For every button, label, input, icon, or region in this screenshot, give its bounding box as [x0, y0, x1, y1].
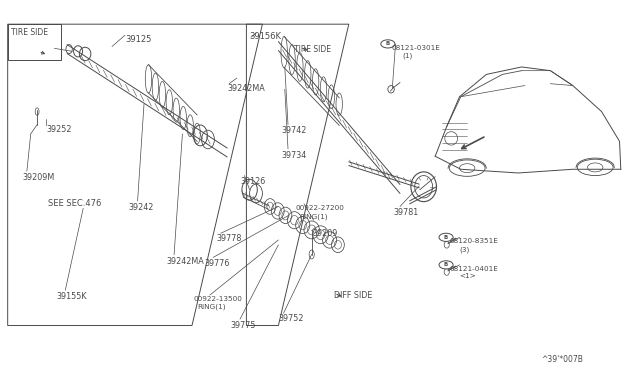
Circle shape: [381, 40, 395, 48]
Text: 39126: 39126: [240, 177, 265, 186]
Text: 39209M: 39209M: [22, 173, 54, 182]
Text: B: B: [386, 41, 390, 46]
Circle shape: [439, 233, 453, 241]
Text: 39242MA: 39242MA: [166, 257, 204, 266]
Text: <1>: <1>: [460, 273, 476, 279]
Text: 00922-13500: 00922-13500: [193, 296, 242, 302]
Text: 39209: 39209: [312, 229, 338, 238]
Text: 39742: 39742: [282, 126, 307, 135]
Text: 39242: 39242: [128, 203, 154, 212]
Text: ^39'*007B: ^39'*007B: [541, 355, 582, 364]
Text: RING(1): RING(1): [197, 304, 226, 310]
Text: RING(1): RING(1): [300, 214, 328, 220]
Text: TIRE SIDE: TIRE SIDE: [11, 28, 48, 37]
Text: 39781: 39781: [394, 208, 419, 217]
Text: 39156K: 39156K: [250, 32, 282, 41]
Text: B: B: [444, 235, 448, 240]
Text: 39242MA: 39242MA: [227, 84, 265, 93]
Text: TIRE SIDE: TIRE SIDE: [294, 45, 332, 54]
Text: 39155K: 39155K: [56, 292, 87, 301]
Text: 08120-8351E: 08120-8351E: [450, 238, 499, 244]
Text: 39125: 39125: [125, 35, 151, 44]
Text: (1): (1): [402, 53, 412, 59]
Text: 39252: 39252: [46, 125, 72, 134]
Text: 08121-0401E: 08121-0401E: [450, 266, 499, 272]
Text: SEE SEC.476: SEE SEC.476: [48, 199, 101, 208]
Text: 00922-27200: 00922-27200: [296, 205, 344, 211]
Text: (3): (3): [460, 246, 470, 253]
Text: 39734: 39734: [282, 151, 307, 160]
Text: 39776: 39776: [205, 259, 230, 267]
Text: 39778: 39778: [216, 234, 242, 243]
Circle shape: [439, 261, 453, 269]
Text: 39752: 39752: [278, 314, 304, 323]
Text: 39775: 39775: [230, 321, 256, 330]
Text: DIFF SIDE: DIFF SIDE: [334, 291, 372, 300]
Text: 08121-0301E: 08121-0301E: [392, 45, 440, 51]
Text: B: B: [444, 262, 448, 267]
